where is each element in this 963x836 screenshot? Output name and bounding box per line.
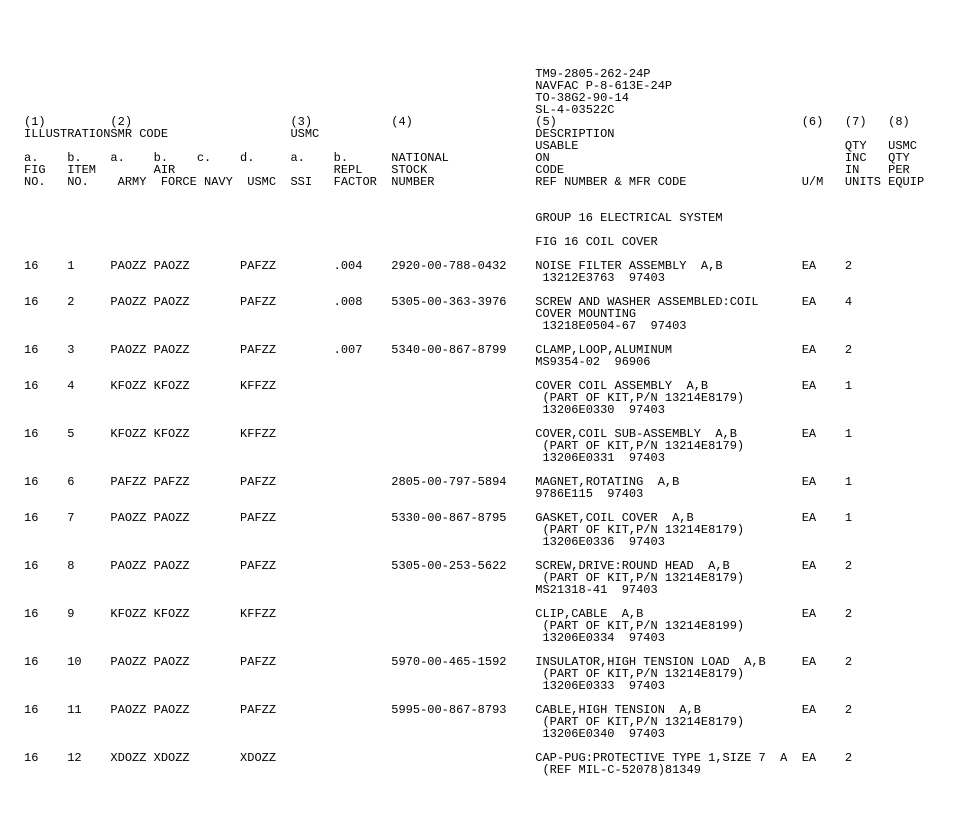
parts-listing-document: TM9-2805-262-24P NAVFAC P-8-613E-24P TO-… [24,68,963,776]
